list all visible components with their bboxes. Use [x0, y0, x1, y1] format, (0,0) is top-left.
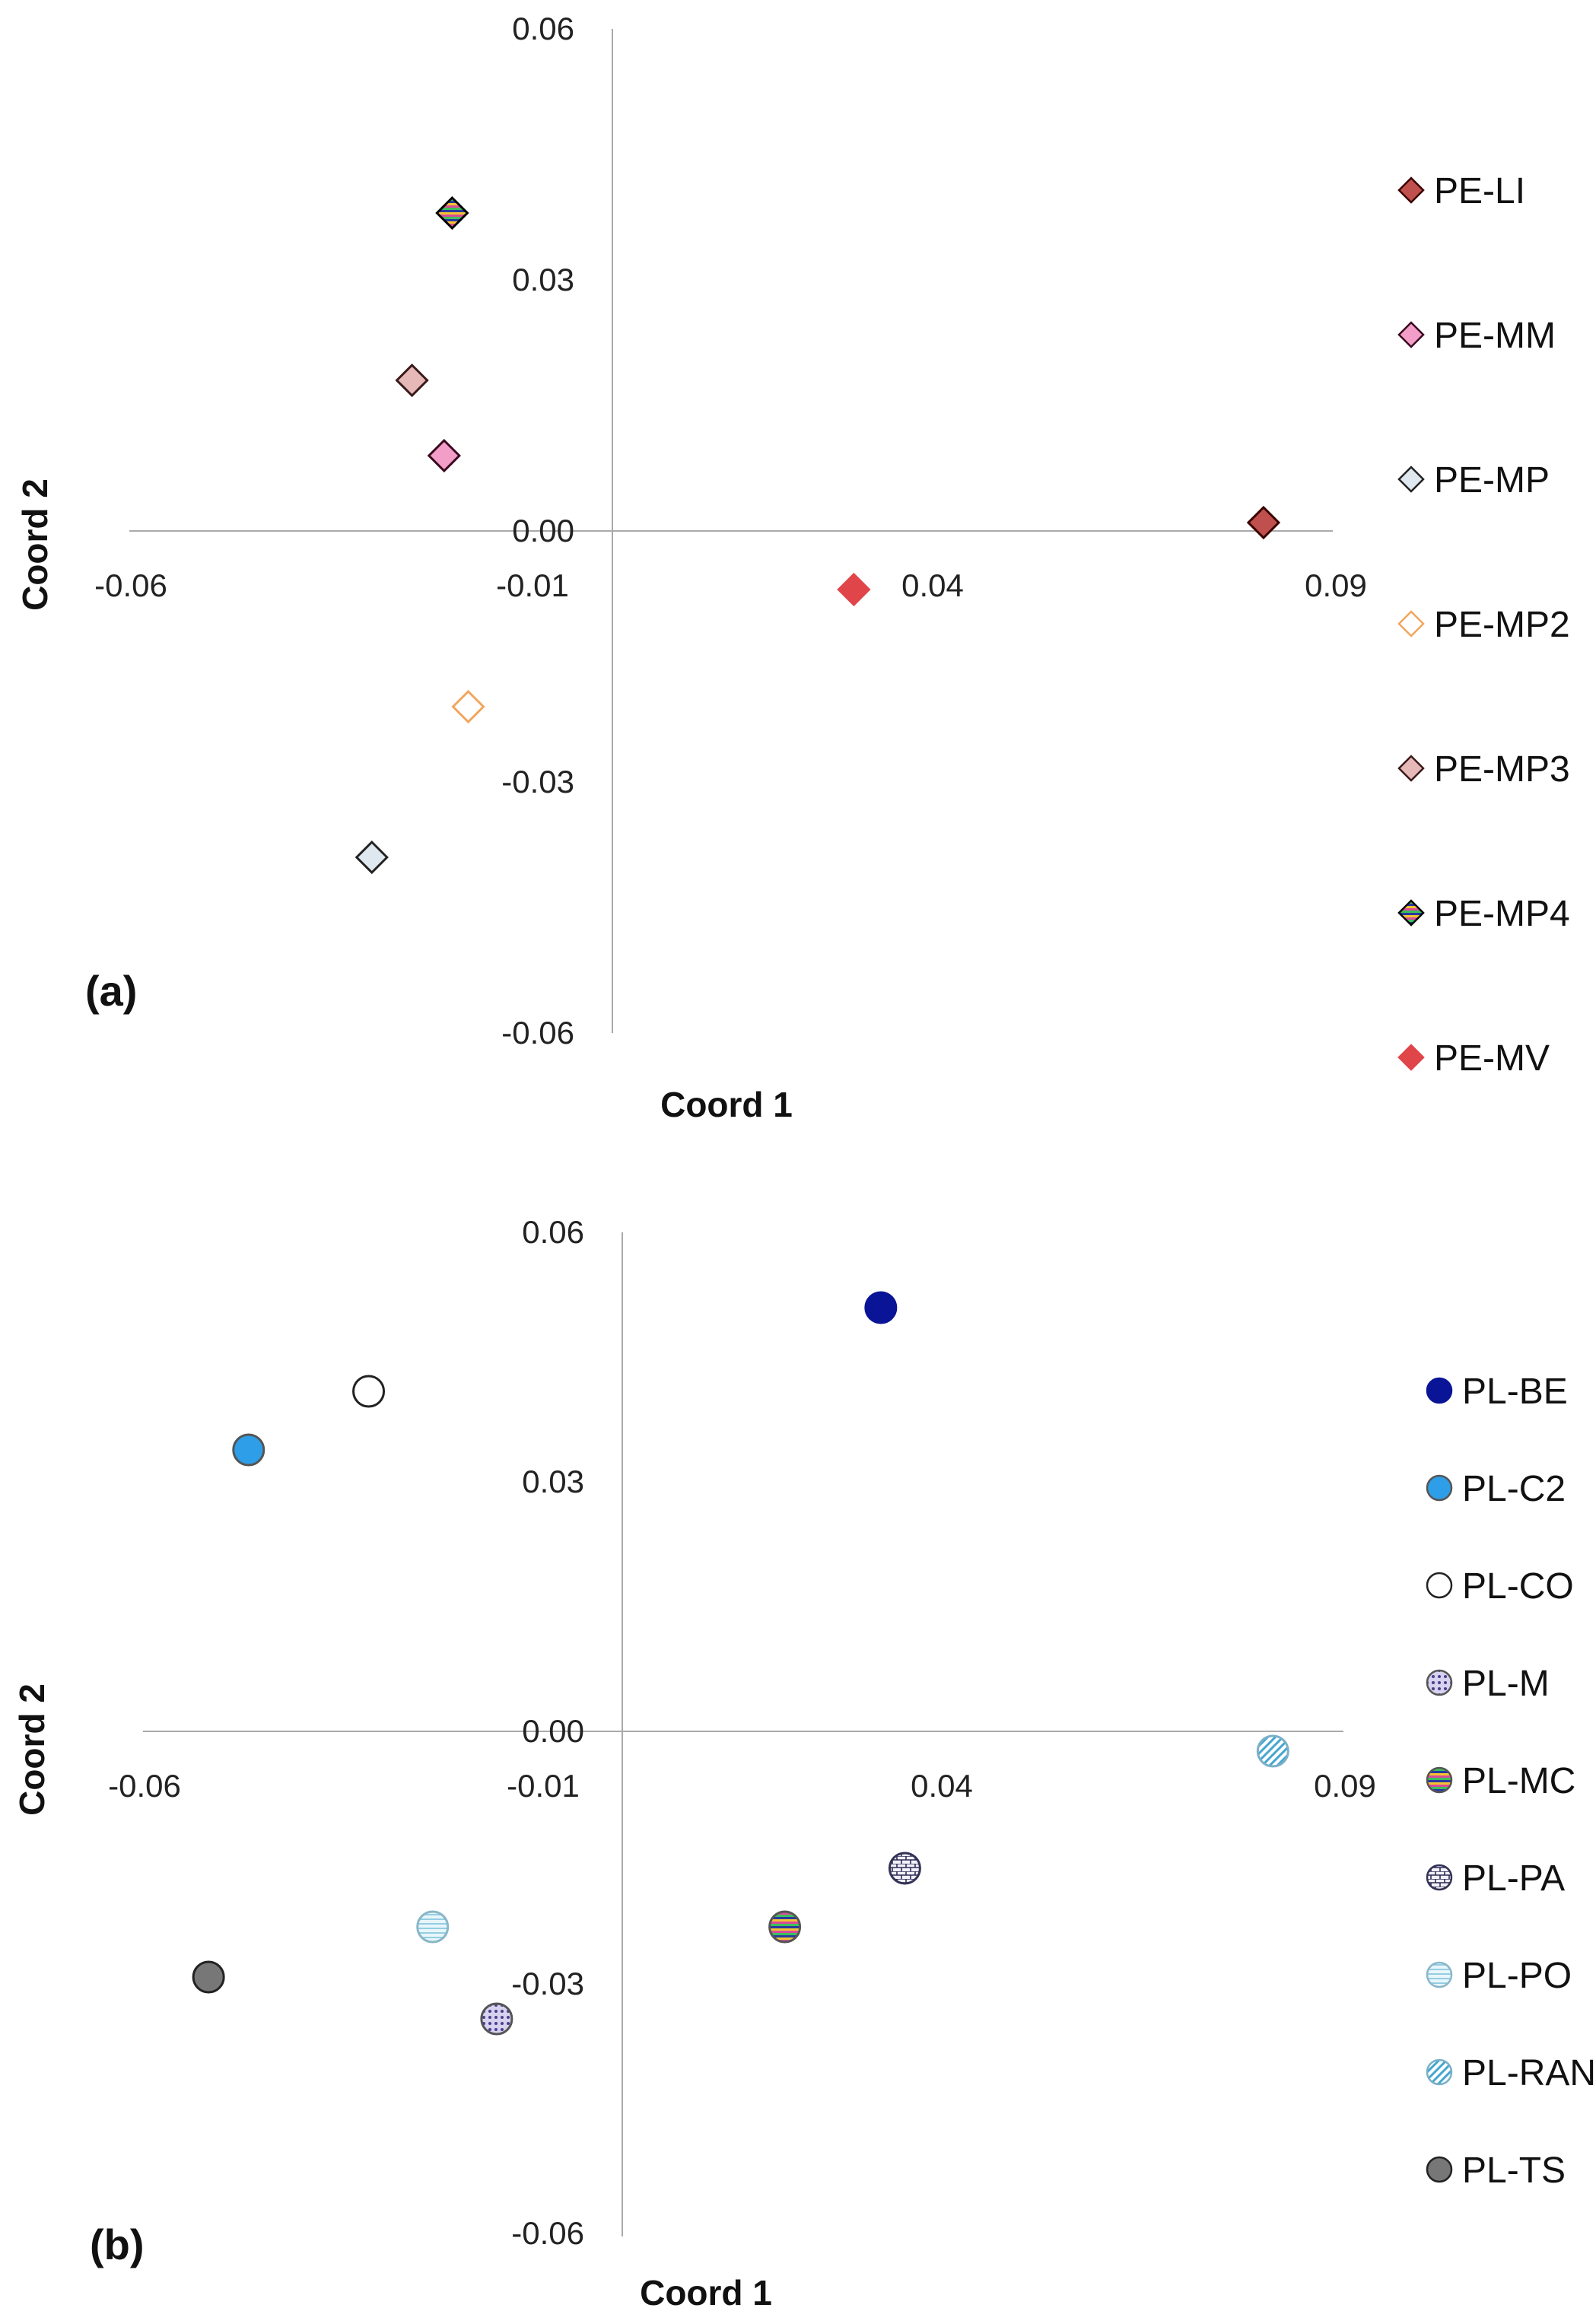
chart-b-legend-marker-pl-co	[1426, 1572, 1453, 1599]
chart-b-legend: PL-BE PL-C2 PL-CO PL-M PL-MC PL-PA PL-PO PL-RAN…	[1426, 1372, 1596, 2191]
chart-b-xtick-1: -0.01	[507, 1768, 580, 1804]
chart-b-legend-marker-pl-po	[1426, 1961, 1453, 1988]
chart-b-point-pl-pa	[888, 1852, 921, 1885]
chart-a-panel-label: (a)	[85, 967, 137, 1015]
chart-a-legend-marker-pe-mp2	[1397, 610, 1425, 637]
chart-a-legend-label-pe-mm: PE-MM	[1434, 316, 1556, 356]
chart-b-legend-label-pl-po: PL-PO	[1462, 1956, 1572, 1996]
chart-b-legend-marker-pl-ts	[1426, 2156, 1453, 2183]
chart-b-point-pl-be	[864, 1291, 898, 1324]
chart-a-point-pe-mp3	[395, 363, 429, 398]
chart-a-legend-label-pe-mp: PE-MP	[1434, 460, 1550, 501]
chart-b-legend-label-pl-m: PL-M	[1462, 1664, 1550, 1704]
chart-a-ytick-2: 0.00	[512, 513, 574, 548]
chart-b-legend-label-pl-c2: PL-C2	[1462, 1469, 1566, 1509]
chart-b-legend-label-pl-mc: PL-MC	[1462, 1761, 1575, 1801]
chart-a-point-pe-mp2	[451, 689, 485, 724]
chart-a-legend-marker-pe-mp3	[1397, 755, 1425, 782]
chart-b-points	[192, 1291, 1289, 2036]
chart-b-xtick-2: 0.04	[911, 1768, 973, 1804]
chart-a-xtick-1: -0.01	[496, 567, 569, 603]
chart-b-ytick-0: 0.06	[522, 1214, 584, 1250]
chart-b-legend-marker-pl-be	[1426, 1377, 1453, 1404]
chart-b-point-pl-po	[416, 1910, 450, 1944]
chart-a-legend-label-pe-mp2: PE-MP2	[1434, 605, 1570, 645]
chart-a-legend-marker-pe-mp4	[1397, 899, 1425, 927]
chart-b-legend-marker-pl-m	[1426, 1669, 1453, 1696]
chart-b-point-pl-mc	[768, 1910, 802, 1944]
chart-b-point-pl-ts	[192, 1960, 225, 1994]
chart-a-legend-label-pe-mp3: PE-MP3	[1434, 749, 1570, 790]
chart-b-point-pl-ran	[1256, 1734, 1289, 1768]
chart-a-xtick-0: -0.06	[94, 567, 167, 603]
chart-a-xtick-2: 0.04	[901, 567, 964, 603]
chart-b-ytick-3: -0.03	[511, 1966, 584, 2001]
chart-b-panel-label: (b)	[90, 2220, 145, 2268]
chart-a-ytick-0: 0.06	[512, 11, 574, 46]
chart-a-ytick-4: -0.06	[501, 1015, 574, 1051]
chart-b-ylabel: Coord 2	[12, 1683, 52, 1816]
chart-a-points	[354, 195, 1281, 875]
chart-a-legend-label-pe-mp4: PE-MP4	[1434, 894, 1570, 934]
chart-b-xtick-3: 0.09	[1314, 1768, 1376, 1804]
chart-b-legend-label-pl-be: PL-BE	[1462, 1372, 1568, 1412]
chart-b-xtick-0: -0.06	[108, 1768, 181, 1804]
chart-b-ytick-1: 0.03	[522, 1464, 584, 1499]
chart-b-xlabel: Coord 1	[640, 2273, 772, 2311]
chart-b-legend-marker-pl-pa	[1426, 1864, 1453, 1891]
chart-a-ytick-1: 0.03	[512, 262, 574, 297]
chart-a-legend: PE-LI PE-MM PE-MP PE-MP2 PE-MP3 PE-MP4 PE-MV	[1397, 171, 1570, 1079]
chart-a-xlabel: Coord 1	[660, 1085, 793, 1124]
chart-a-point-pe-mv	[837, 572, 871, 607]
chart-a-ylabel: Coord 2	[15, 478, 55, 611]
chart-a-legend-label-pe-li: PE-LI	[1434, 171, 1525, 211]
chart-b-ytick-2: 0.00	[522, 1713, 584, 1749]
chart-b-legend-label-pl-ts: PL-TS	[1462, 2150, 1566, 2191]
chart-a-point-pe-mp	[354, 840, 389, 875]
chart-a-point-pe-li	[1246, 505, 1281, 540]
chart-a-legend-marker-pe-li	[1397, 176, 1425, 204]
chart-a-point-pe-mp4	[435, 195, 469, 230]
chart-b-ytick-4: -0.06	[511, 2215, 584, 2251]
chart-a-point-pe-mm	[427, 438, 461, 473]
chart-a-legend-label-pe-mv: PE-MV	[1434, 1038, 1550, 1079]
chart-b: 0.06 0.03 0.00 -0.03 -0.06 -0.06 -0.01 0…	[12, 1214, 1596, 2311]
chart-b-legend-label-pl-co: PL-CO	[1462, 1566, 1574, 1607]
chart-b-legend-marker-pl-mc	[1426, 1766, 1453, 1794]
chart-b-legend-marker-pl-c2	[1426, 1474, 1453, 1502]
chart-a-legend-marker-pe-mv	[1397, 1044, 1425, 1071]
chart-a: 0.06 0.03 0.00 -0.03 -0.06 -0.06 -0.01 0…	[15, 11, 1570, 1124]
chart-a-xtick-3: 0.09	[1305, 567, 1367, 603]
chart-a-ytick-3: -0.03	[501, 764, 574, 799]
chart-b-legend-label-pl-ran: PL-RAN	[1462, 2053, 1596, 2093]
chart-b-legend-label-pl-pa: PL-PA	[1462, 1858, 1565, 1899]
chart-b-legend-marker-pl-ran	[1426, 2058, 1453, 2086]
chart-a-legend-marker-pe-mp	[1397, 466, 1425, 493]
chart-b-point-pl-co	[352, 1375, 386, 1408]
chart-b-point-pl-c2	[232, 1433, 265, 1467]
chart-a-legend-marker-pe-mm	[1397, 321, 1425, 348]
chart-b-point-pl-m	[480, 2002, 513, 2036]
